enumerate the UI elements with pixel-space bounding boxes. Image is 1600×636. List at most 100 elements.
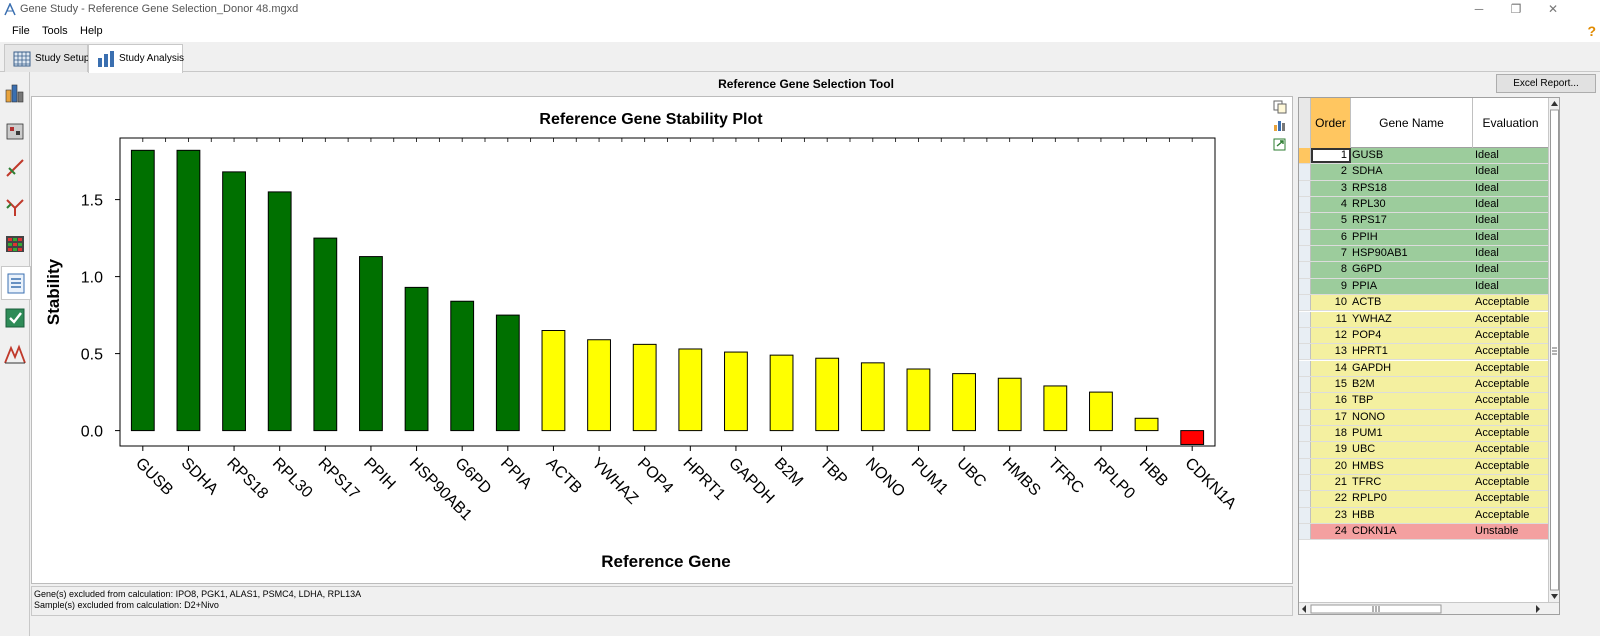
row-selector[interactable] (1299, 327, 1311, 344)
row-selector[interactable] (1299, 295, 1311, 311)
cell-order[interactable]: 22 (1334, 492, 1347, 505)
cell-gene-name[interactable]: HBB (1352, 508, 1375, 521)
row-selector[interactable] (1299, 376, 1311, 393)
copy-icon[interactable] (1273, 100, 1287, 114)
cell-gene-name[interactable]: ACTB (1352, 296, 1382, 309)
cell-gene-name[interactable]: B2M (1352, 377, 1375, 390)
row-selector[interactable] (1299, 180, 1311, 196)
row-selector[interactable] (1299, 213, 1311, 229)
cell-order[interactable]: 14 (1334, 361, 1347, 374)
table-row[interactable]: 7 HSP90AB1 Ideal (1299, 246, 1548, 263)
cell-evaluation[interactable]: Acceptable (1475, 459, 1530, 472)
table-row[interactable]: 21 TFRC Acceptable (1299, 475, 1548, 492)
cell-order[interactable]: 5 (1340, 214, 1347, 227)
cell-evaluation[interactable]: Acceptable (1475, 476, 1530, 488)
menu-help[interactable]: Help (80, 25, 103, 37)
cell-evaluation[interactable]: Ideal (1475, 279, 1499, 292)
cell-order[interactable]: 7 (1340, 247, 1347, 260)
cell-evaluation[interactable]: Acceptable (1475, 426, 1530, 439)
cell-order[interactable]: 19 (1334, 443, 1347, 456)
sidebar-tree-button[interactable] (3, 194, 27, 218)
cell-order[interactable]: 10 (1334, 296, 1347, 309)
sidebar-reference-gene-button[interactable] (1, 266, 31, 300)
tab-study-setup[interactable]: Study Setup (4, 44, 89, 72)
cell-evaluation[interactable]: Ideal (1475, 181, 1499, 194)
cell-order[interactable]: 4 (1340, 198, 1347, 211)
table-row[interactable]: 16 TBP Acceptable (1299, 393, 1548, 410)
cell-order[interactable]: 6 (1340, 230, 1347, 243)
cell-order[interactable]: 3 (1340, 181, 1347, 194)
row-selector[interactable] (1299, 360, 1311, 376)
sidebar-qc-button[interactable] (3, 306, 27, 330)
sidebar-heatmap-button[interactable] (3, 232, 27, 256)
horizontal-scrollbar[interactable] (1299, 602, 1559, 614)
table-row[interactable]: 5 RPS17 Ideal (1299, 213, 1548, 230)
cell-gene-name[interactable]: POP4 (1352, 328, 1382, 341)
cell-evaluation[interactable]: Acceptable (1475, 296, 1530, 309)
table-row[interactable]: 10 ACTB Acceptable (1299, 295, 1548, 312)
table-row[interactable]: 23 HBB Acceptable (1299, 507, 1548, 524)
cell-order[interactable]: 12 (1334, 328, 1347, 341)
table-row[interactable]: 1 GUSB Ideal (1299, 148, 1548, 165)
grid-corner[interactable] (1299, 98, 1311, 148)
cell-gene-name[interactable]: NONO (1352, 410, 1385, 423)
row-selector[interactable] (1299, 311, 1311, 327)
row-selector[interactable] (1299, 229, 1311, 246)
cell-order[interactable]: 13 (1334, 345, 1347, 358)
table-row[interactable]: 2 SDHA Ideal (1299, 164, 1548, 181)
sidebar-samples-button[interactable] (3, 118, 27, 142)
cell-gene-name[interactable]: RPL30 (1352, 198, 1386, 211)
menu-file[interactable]: File (12, 25, 30, 37)
cell-gene-name[interactable]: RPLP0 (1352, 492, 1387, 505)
cell-gene-name[interactable]: TFRC (1352, 476, 1382, 488)
cell-evaluation[interactable]: Acceptable (1475, 328, 1530, 341)
cell-order[interactable]: 21 (1334, 476, 1347, 488)
row-selector[interactable] (1299, 148, 1311, 164)
sidebar-expression-button[interactable] (3, 80, 27, 104)
chart-settings-icon[interactable] (1273, 118, 1287, 132)
cell-gene-name[interactable]: CDKN1A (1352, 525, 1397, 538)
cell-evaluation[interactable]: Acceptable (1475, 410, 1530, 423)
cell-evaluation[interactable]: Acceptable (1475, 394, 1530, 407)
table-row[interactable]: 24 CDKN1A Unstable (1299, 524, 1548, 541)
cell-gene-name[interactable]: HSP90AB1 (1352, 247, 1408, 260)
row-selector[interactable] (1299, 262, 1311, 278)
table-row[interactable]: 22 RPLP0 Acceptable (1299, 491, 1548, 508)
cell-order[interactable]: 16 (1334, 394, 1347, 407)
row-selector[interactable] (1299, 246, 1311, 262)
cell-evaluation[interactable]: Ideal (1475, 198, 1499, 211)
cell-evaluation[interactable]: Unstable (1475, 525, 1519, 538)
help-icon[interactable]: ? (1587, 23, 1596, 39)
cell-evaluation[interactable]: Ideal (1475, 263, 1499, 276)
cell-evaluation[interactable]: Acceptable (1475, 492, 1530, 505)
cell-gene-name[interactable]: G6PD (1352, 263, 1382, 276)
cell-evaluation[interactable]: Acceptable (1475, 345, 1530, 358)
cell-order[interactable]: 15 (1334, 377, 1347, 390)
cell-gene-name[interactable]: UBC (1352, 443, 1376, 456)
table-row[interactable]: 12 POP4 Acceptable (1299, 327, 1548, 345)
cell-gene-name[interactable]: RPS18 (1352, 181, 1387, 194)
cell-gene-name[interactable]: RPS17 (1352, 214, 1387, 227)
minimize-button[interactable]: ─ (1474, 2, 1484, 16)
menu-tools[interactable]: Tools (42, 25, 68, 37)
cell-evaluation[interactable]: Ideal (1475, 149, 1499, 161)
excel-report-button[interactable]: Excel Report... (1496, 74, 1596, 93)
cell-gene-name[interactable]: TBP (1352, 394, 1374, 407)
cell-evaluation[interactable]: Acceptable (1475, 443, 1530, 456)
cell-evaluation[interactable]: Acceptable (1475, 312, 1530, 325)
table-row[interactable]: 4 RPL30 Ideal (1299, 197, 1548, 214)
cell-order[interactable]: 20 (1334, 459, 1347, 472)
cell-gene-name[interactable]: PUM1 (1352, 426, 1383, 439)
row-selector[interactable] (1299, 425, 1311, 442)
cell-order[interactable]: 11 (1335, 312, 1347, 325)
cell-evaluation[interactable]: Ideal (1475, 214, 1499, 227)
sidebar-clustergram-button[interactable] (3, 156, 27, 180)
row-selector[interactable] (1299, 278, 1311, 295)
row-selector[interactable] (1299, 164, 1311, 180)
column-header-evaluation[interactable]: Evaluation (1482, 116, 1539, 130)
row-selector[interactable] (1299, 491, 1311, 507)
cell-gene-name[interactable]: GUSB (1352, 149, 1384, 161)
table-row[interactable]: 18 PUM1 Acceptable (1299, 425, 1548, 443)
table-row[interactable]: 20 HMBS Acceptable (1299, 458, 1548, 475)
cell-gene-name[interactable]: PPIA (1352, 279, 1378, 292)
